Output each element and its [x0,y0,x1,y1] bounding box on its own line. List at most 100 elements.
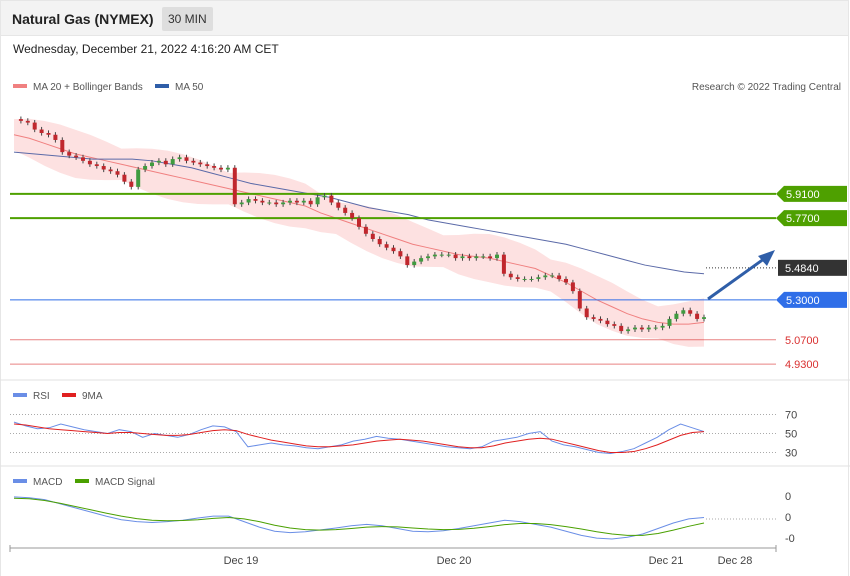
candle [695,311,700,322]
candle [115,168,120,178]
candle [219,165,223,173]
candles [18,116,706,334]
candle [225,165,230,173]
timeframe-badge[interactable]: 30 MIN [162,7,213,31]
candle [25,118,30,126]
candle [495,252,499,261]
candle [205,161,210,169]
candle [688,307,693,317]
candle [74,152,79,160]
candle [274,199,279,207]
candle [591,314,596,322]
resistance-tag [776,210,847,227]
candle [605,318,610,327]
rsi-legend-swatch [13,393,27,397]
macd-legend-label: MACD [33,477,62,488]
candle [460,253,465,261]
candle [87,158,92,167]
pivot-tag [776,291,847,308]
candle [143,163,148,173]
candle [94,161,99,169]
candle [370,231,375,242]
candle [350,210,355,221]
macd-legend: MACD MACD Signal [13,477,155,488]
macd-pane: 0 0 -0 [13,491,795,545]
resistance-label: 5.7700 [786,213,820,225]
header-bar: Natural Gas (NYMEX) 30 MIN [0,0,849,36]
candle [288,198,292,206]
candle [239,199,244,207]
candle [405,253,410,268]
candle [612,321,617,329]
last-price-tag [778,259,847,276]
candle [212,163,217,171]
candle [315,194,320,207]
ma20-legend-swatch [13,84,27,88]
candle [232,165,237,207]
candle [322,192,327,200]
level-last: 5.4840 [706,259,847,276]
macd-tick-label: 0 [785,512,791,524]
macd-legend-swatch [13,479,27,483]
rsi-ma-legend-label: 9MA [82,391,103,402]
candle [467,253,472,261]
candle [488,253,493,261]
credit-text: Research © 2022 Trading Central [692,82,841,93]
candle [184,154,189,164]
ma50-legend-swatch [155,84,169,88]
candle [363,224,368,237]
candle [432,252,437,259]
candle [626,326,631,334]
x-tick-label: Dec 20 [437,555,472,567]
candle [674,311,679,322]
candle [156,158,161,166]
candle [453,252,458,261]
candle [550,272,555,279]
rsi-pane: 70 50 30 [10,410,797,460]
candle [39,126,44,136]
macd-signal-line [13,497,705,536]
candle [515,274,520,282]
candle [343,205,348,216]
candle [191,158,196,166]
macd-tick-label: -0 [785,533,795,545]
candle [508,271,513,280]
candle [32,119,37,133]
candle [391,245,396,254]
candle [660,323,665,331]
support-label: 5.0700 [785,335,819,347]
ma50-line [13,151,705,275]
candle [336,199,341,211]
candle [633,325,637,332]
candle [81,154,85,164]
candle [177,154,182,162]
candle [439,252,444,258]
candle [198,159,203,167]
ma20-legend-label: MA 20 + Bollinger Bands [33,82,143,93]
candle [67,149,72,159]
candle [446,252,451,258]
candle [377,236,382,247]
candle [301,198,306,206]
rsi-ma-legend-swatch [62,393,76,397]
candle [253,196,258,204]
rsi-tick-label: 50 [785,429,797,441]
candle [357,215,361,230]
candle [136,166,141,190]
support-label: 4.9300 [785,359,819,371]
level-support: 5.0700 [10,335,819,347]
candle [398,248,403,259]
candle [267,199,272,206]
ma50-legend-label: MA 50 [175,82,204,93]
candle [570,279,575,294]
instrument-title: Natural Gas (NYMEX) [12,11,154,27]
candle [667,316,672,329]
macd-line [13,496,705,540]
candle [260,198,265,206]
candle [598,316,603,324]
candle [474,253,479,261]
candle [639,325,644,332]
candle [564,276,568,286]
candle [150,159,154,169]
